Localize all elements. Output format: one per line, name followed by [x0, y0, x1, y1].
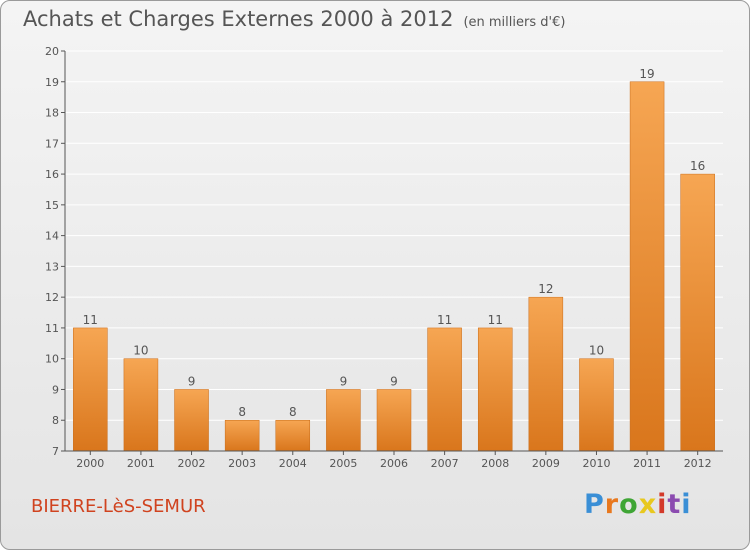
- x-tick-label: 2005: [329, 457, 357, 470]
- y-tick-label: 13: [45, 260, 59, 273]
- data-label: 9: [340, 374, 348, 388]
- proxiti-logo: Proxiti: [584, 489, 692, 520]
- y-tick-label: 18: [45, 107, 59, 120]
- axis-layer: 7 8 9 10 11 12 13 14 15 16 17 18 19 20 2000 2001 2002 200…: [45, 45, 723, 470]
- y-tick-label: 10: [45, 353, 59, 366]
- bar: [174, 389, 209, 452]
- data-label: 19: [639, 67, 654, 81]
- bar-layer: 11 10 9 8 8 9 9 11 11 12 10 19 16: [73, 67, 715, 452]
- y-tick-label: 14: [45, 230, 59, 243]
- bar: [680, 173, 715, 452]
- x-tick-label: 2009: [532, 457, 560, 470]
- bar: [224, 419, 260, 452]
- y-tick-label: 16: [45, 168, 59, 181]
- bar: [427, 327, 462, 452]
- data-label: 16: [690, 159, 705, 173]
- bar: [528, 296, 564, 452]
- x-tick-label: 2002: [178, 457, 206, 470]
- data-label: 10: [589, 344, 604, 358]
- x-tick-label: 2010: [582, 457, 610, 470]
- y-tick-label: 20: [45, 45, 59, 58]
- data-label: 8: [289, 405, 297, 419]
- bar: [275, 419, 311, 452]
- commune-name: BIERRE-LèS-SEMUR: [31, 496, 206, 517]
- title-text: Achats et Charges Externes 2000 à 2012: [23, 7, 454, 31]
- x-tick-label: 2001: [127, 457, 155, 470]
- x-tick-label: 2012: [684, 457, 712, 470]
- logo-letter: i: [681, 489, 692, 520]
- data-label: 11: [83, 313, 98, 327]
- chart-subtitle: (en milliers d'€): [463, 15, 566, 30]
- logo-letter: o: [619, 489, 639, 520]
- data-label: 12: [538, 282, 553, 296]
- bar: [123, 358, 159, 452]
- data-label: 9: [390, 374, 398, 388]
- data-label: 10: [133, 344, 148, 358]
- bar: [73, 327, 108, 452]
- y-tick-label: 7: [52, 445, 59, 458]
- x-tick-label: 2007: [431, 457, 459, 470]
- data-label: 11: [437, 313, 452, 327]
- data-label: 8: [238, 405, 246, 419]
- y-tick-label: 12: [45, 291, 59, 304]
- grid-layer: [65, 50, 723, 421]
- logo-letter: P: [584, 489, 605, 520]
- x-tick-label: 2000: [76, 457, 104, 470]
- data-label: 11: [488, 313, 503, 327]
- logo-letter: i: [657, 489, 668, 520]
- chart-title: Achats et Charges Externes 2000 à 2012 (e…: [23, 7, 565, 31]
- y-tick-label: 15: [45, 199, 59, 212]
- y-tick-label: 19: [45, 76, 59, 89]
- x-tick-label: 2006: [380, 457, 408, 470]
- x-tick-label: 2003: [228, 457, 256, 470]
- x-tick-label: 2008: [481, 457, 509, 470]
- bar: [326, 389, 361, 452]
- logo-letter: r: [604, 489, 620, 520]
- x-tick-label: 2011: [633, 457, 661, 470]
- y-tick-label: 9: [52, 383, 59, 396]
- y-tick-label: 11: [45, 322, 59, 335]
- x-tick-label: 2004: [279, 457, 307, 470]
- bar: [376, 389, 412, 452]
- logo-letter: x: [638, 489, 658, 520]
- y-tick-label: 17: [45, 137, 59, 150]
- y-tick-label: 8: [52, 414, 59, 427]
- bar: [579, 358, 614, 452]
- logo-letter: t: [667, 489, 682, 520]
- bar: [629, 81, 665, 452]
- data-label: 9: [188, 374, 196, 388]
- bar: [477, 327, 513, 452]
